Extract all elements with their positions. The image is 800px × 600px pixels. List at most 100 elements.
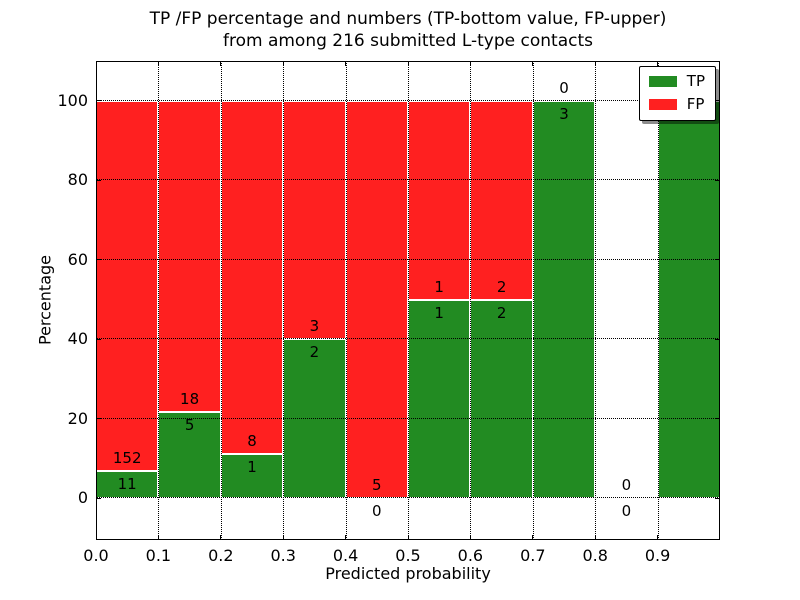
y-tick-mark: [96, 338, 101, 340]
legend-label-tp: TP: [686, 72, 705, 90]
x-gridline: [283, 61, 285, 540]
x-tick-mark: [532, 535, 534, 540]
bar-segment-fp: [96, 100, 159, 472]
x-gridline: [657, 61, 659, 540]
x-tick-mark: [469, 535, 471, 540]
legend: TP FP: [638, 66, 716, 121]
x-tick-label: 0.3: [270, 546, 296, 565]
bar-segment-fp: [220, 100, 284, 455]
fp-count-label: 5: [372, 476, 382, 495]
x-tick-mark: [157, 61, 159, 66]
tp-count-label: 11: [117, 475, 137, 494]
bar-segment-fp: [345, 100, 408, 499]
bar-segment-fp: [283, 100, 346, 340]
legend-label-fp: FP: [686, 95, 705, 113]
x-gridline: [345, 61, 347, 540]
chart-title: TP /FP percentage and numbers (TP-bottom…: [96, 8, 720, 52]
x-tick-mark: [532, 61, 534, 66]
fp-count-label: 18: [180, 389, 200, 408]
y-gridline: [96, 338, 720, 340]
bar-segment-fp: [408, 100, 471, 300]
y-tick-mark: [96, 259, 101, 261]
y-tick-label: 60: [67, 249, 88, 269]
bar-segment-fp: [470, 100, 533, 300]
chart-title-line2: from among 216 submitted L-type contacts: [222, 31, 593, 51]
fp-count-label: 1: [434, 277, 444, 296]
tp-count-label: 3: [559, 104, 569, 123]
x-gridline: [470, 61, 472, 540]
fp-count-label: 8: [247, 432, 257, 451]
legend-entry-tp: TP: [648, 72, 705, 90]
x-tick-mark: [719, 535, 720, 540]
x-tick-mark: [407, 61, 409, 66]
x-tick-label: 0.8: [582, 546, 608, 565]
fp-count-label: 3: [309, 317, 320, 336]
tp-count-label: 2: [309, 343, 320, 362]
x-tick-mark: [220, 61, 222, 66]
x-gridline: [408, 61, 409, 540]
bar-segment-fp: [158, 100, 221, 412]
y-tick-label: 40: [67, 329, 88, 349]
y-tick-mark: [715, 259, 720, 261]
x-gridline: [595, 61, 597, 540]
x-tick-mark: [407, 535, 409, 540]
tp-count-label: 1: [247, 458, 257, 477]
y-tick-label: 20: [67, 408, 88, 428]
plot-area: TP FP 152111858132501122030002: [96, 61, 720, 540]
x-tick-mark: [345, 61, 347, 66]
y-gridline: [96, 497, 720, 499]
x-tick-mark: [469, 61, 471, 66]
x-tick-mark: [96, 61, 97, 66]
tp-count-label: 1: [434, 303, 444, 322]
tp-count-label: 2: [496, 303, 507, 322]
y-tick-mark: [96, 497, 101, 499]
bar-segment-tp: [408, 299, 471, 499]
y-tick-mark: [715, 497, 720, 499]
y-tick-mark: [96, 100, 101, 102]
fp-count-label: 0: [621, 476, 632, 495]
bar-segment-tp: [657, 100, 720, 499]
x-tick-label: 0.5: [395, 546, 421, 565]
y-tick-mark: [715, 179, 720, 181]
x-axis-label: Predicted probability: [325, 564, 491, 583]
tp-count-label: 0: [621, 502, 632, 521]
y-tick-label: 0: [77, 488, 88, 508]
x-gridline: [158, 61, 160, 540]
chart-title-line1: TP /FP percentage and numbers (TP-bottom…: [149, 9, 667, 29]
y-tick-label: 100: [57, 90, 88, 110]
fp-color-swatch: [648, 99, 677, 110]
x-tick-mark: [282, 61, 284, 66]
y-tick-mark: [715, 418, 720, 420]
x-tick-label: 0.1: [145, 546, 172, 565]
bar-segment-tp: [283, 339, 346, 499]
x-tick-mark: [719, 61, 720, 66]
x-gridline: [220, 61, 222, 540]
x-tick-mark: [96, 535, 97, 540]
x-tick-mark: [157, 535, 159, 540]
x-tick-mark: [220, 535, 222, 540]
y-gridline: [96, 258, 720, 260]
x-tick-label: 0.9: [644, 546, 671, 565]
x-tick-mark: [282, 535, 284, 540]
fp-count-label: 2: [496, 277, 507, 296]
x-tick-label: 0.6: [457, 546, 484, 565]
x-tick-mark: [345, 535, 347, 540]
x-tick-mark: [594, 535, 596, 540]
bar-segment-tp: [470, 299, 533, 499]
x-tick-label: 0.2: [208, 546, 234, 565]
y-tick-mark: [96, 179, 101, 181]
x-tick-label: 0.0: [83, 546, 109, 565]
y-tick-mark: [96, 418, 101, 420]
y-gridline: [96, 99, 720, 101]
x-tick-label: 0.4: [332, 546, 359, 565]
x-tick-label: 0.7: [520, 546, 546, 565]
x-tick-mark: [657, 535, 659, 540]
tp-count-label: 5: [184, 415, 195, 434]
x-tick-mark: [657, 61, 659, 66]
y-tick-mark: [715, 338, 720, 340]
legend-entry-fp: FP: [648, 95, 705, 113]
y-tick-mark: [715, 100, 720, 102]
x-gridline: [532, 61, 534, 540]
tp-color-swatch: [648, 76, 677, 87]
